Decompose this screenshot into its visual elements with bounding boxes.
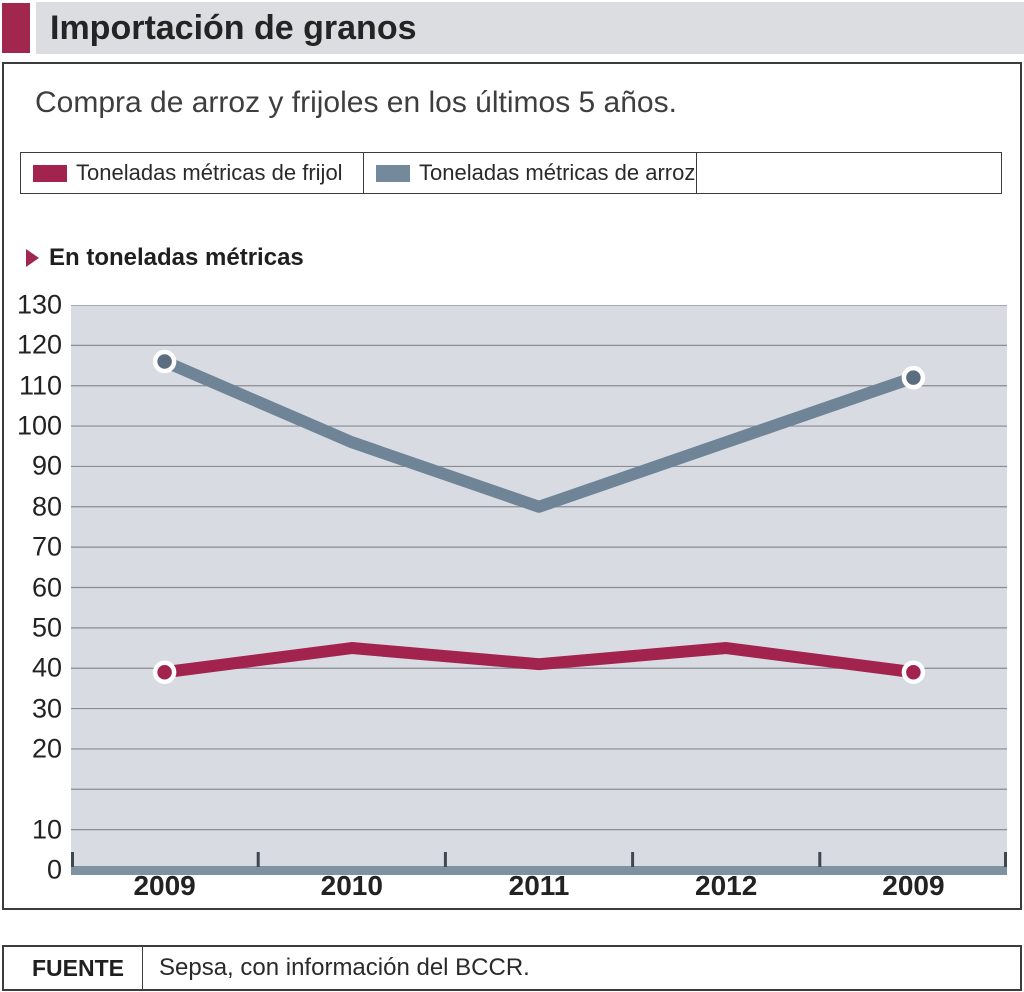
y-axis-label: 130	[16, 289, 62, 320]
y-axis-title-text: En toneladas métricas	[49, 244, 304, 271]
header-accent-block	[2, 3, 30, 53]
y-axis-label: 10	[31, 814, 62, 845]
legend-item-arroz: Toneladas métricas de arroz	[364, 153, 697, 193]
endpoint-marker	[901, 365, 926, 390]
y-axis-label: 60	[31, 572, 62, 602]
page-title: Importación de granos	[50, 8, 417, 47]
y-axis-label: 0	[46, 854, 62, 885]
x-axis-label: 2009	[882, 870, 945, 901]
y-axis-label: 110	[18, 370, 62, 401]
triangle-bullet-icon	[26, 249, 39, 267]
legend-label-frijol: Toneladas métricas de frijol	[76, 160, 343, 185]
x-axis-label: 2009	[133, 870, 196, 901]
x-axis-labels: 2009 2010 2011 2012 2009	[4, 870, 1020, 904]
y-axis-label: 30	[31, 693, 62, 724]
y-axis-label: 90	[31, 450, 62, 481]
chart-legend: Toneladas métricas de frijol Toneladas m…	[20, 152, 1002, 194]
endpoint-marker	[152, 660, 177, 684]
y-axis-label: 70	[31, 531, 62, 562]
y-axis-labels: 130 120 110 100 90 80 70 60 50 40 30 20 10 0	[4, 64, 62, 908]
source-box: FUENTE Sepsa, con información del BCCR.	[2, 945, 1022, 991]
legend-empty-cell	[697, 153, 1001, 193]
source-label: FUENTE	[4, 947, 143, 989]
source-text: Sepsa, con información del BCCR.	[159, 954, 530, 981]
x-axis-bar	[71, 866, 1007, 875]
y-axis-label: 80	[31, 491, 62, 522]
y-axis-title: En toneladas métricas	[26, 244, 304, 272]
legend-label-arroz: Toneladas métricas de arroz	[419, 160, 696, 185]
series-line-arroz	[158, 355, 920, 513]
legend-swatch-frijol	[33, 164, 67, 182]
x-axis-label: 2011	[508, 870, 570, 901]
y-axis-label: 50	[31, 612, 62, 643]
endpoint-marker	[152, 349, 177, 374]
y-axis-label: 20	[31, 733, 62, 764]
legend-swatch-arroz	[376, 164, 410, 182]
plot-area	[71, 305, 1007, 875]
x-axis-label: 2010	[320, 870, 383, 901]
header: Importación de granos	[0, 0, 1024, 56]
endpoint-marker	[901, 660, 926, 684]
header-bar: Importación de granos	[36, 2, 1024, 54]
y-axis-label: 100	[16, 410, 62, 441]
y-axis-label: 40	[31, 652, 62, 683]
chart-subtitle: Compra de arroz y frijoles en los último…	[35, 86, 677, 119]
y-axis-label: 120	[16, 329, 62, 360]
x-axis-label: 2012	[695, 870, 758, 901]
chart-panel: Compra de arroz y frijoles en los último…	[2, 62, 1022, 910]
legend-item-frijol: Toneladas métricas de frijol	[21, 153, 364, 193]
series-line-frijol	[158, 642, 920, 679]
